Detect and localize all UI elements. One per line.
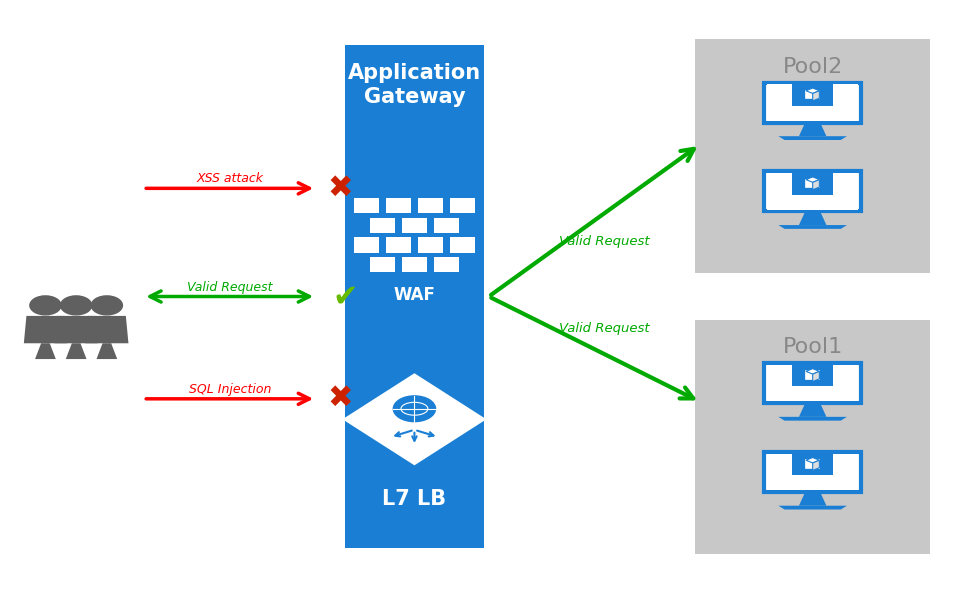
FancyBboxPatch shape: [450, 198, 474, 213]
FancyBboxPatch shape: [793, 81, 832, 106]
FancyBboxPatch shape: [793, 170, 832, 195]
Polygon shape: [66, 343, 86, 359]
FancyBboxPatch shape: [418, 237, 442, 253]
Text: ✖: ✖: [327, 384, 352, 413]
Text: Application
Gateway: Application Gateway: [348, 63, 481, 107]
Polygon shape: [799, 211, 827, 225]
Polygon shape: [806, 369, 819, 374]
Polygon shape: [799, 123, 827, 136]
Polygon shape: [24, 316, 67, 343]
FancyBboxPatch shape: [806, 460, 819, 468]
FancyBboxPatch shape: [768, 84, 859, 121]
Text: Valid Request: Valid Request: [187, 280, 272, 294]
Polygon shape: [778, 506, 847, 509]
Text: ✔: ✔: [332, 282, 357, 311]
Polygon shape: [97, 343, 117, 359]
Polygon shape: [813, 180, 819, 190]
FancyBboxPatch shape: [765, 171, 861, 211]
FancyBboxPatch shape: [765, 364, 861, 403]
Polygon shape: [813, 371, 819, 381]
Polygon shape: [806, 458, 819, 463]
FancyBboxPatch shape: [435, 218, 459, 233]
Polygon shape: [778, 136, 847, 140]
Text: WAF: WAF: [393, 286, 436, 304]
FancyBboxPatch shape: [768, 454, 859, 490]
FancyBboxPatch shape: [345, 45, 484, 548]
Polygon shape: [343, 373, 486, 466]
FancyBboxPatch shape: [765, 82, 861, 123]
FancyBboxPatch shape: [768, 173, 859, 210]
FancyBboxPatch shape: [806, 180, 819, 187]
Polygon shape: [806, 177, 819, 182]
Polygon shape: [778, 225, 847, 229]
Polygon shape: [799, 403, 827, 417]
FancyBboxPatch shape: [371, 218, 395, 233]
FancyBboxPatch shape: [371, 257, 395, 272]
Text: SQL Injection: SQL Injection: [189, 383, 271, 396]
Polygon shape: [806, 88, 819, 94]
FancyBboxPatch shape: [354, 198, 378, 213]
Polygon shape: [813, 460, 819, 470]
Text: ✖: ✖: [327, 174, 352, 203]
Text: Valid Request: Valid Request: [559, 321, 650, 334]
FancyBboxPatch shape: [765, 452, 861, 492]
Text: Pool2: Pool2: [782, 57, 843, 76]
Polygon shape: [35, 343, 56, 359]
FancyBboxPatch shape: [806, 91, 819, 98]
Polygon shape: [813, 91, 819, 101]
Circle shape: [91, 296, 122, 315]
Circle shape: [61, 296, 92, 315]
FancyBboxPatch shape: [403, 257, 427, 272]
FancyBboxPatch shape: [418, 198, 442, 213]
Text: XSS attack: XSS attack: [197, 173, 263, 186]
Polygon shape: [85, 316, 129, 343]
FancyBboxPatch shape: [386, 237, 410, 253]
Text: Valid Request: Valid Request: [559, 235, 650, 248]
FancyBboxPatch shape: [793, 451, 832, 476]
Polygon shape: [54, 316, 98, 343]
FancyBboxPatch shape: [695, 320, 930, 554]
FancyBboxPatch shape: [450, 237, 474, 253]
FancyBboxPatch shape: [806, 371, 819, 379]
FancyBboxPatch shape: [768, 365, 859, 401]
Circle shape: [393, 396, 436, 422]
FancyBboxPatch shape: [435, 257, 459, 272]
Polygon shape: [799, 492, 827, 506]
FancyBboxPatch shape: [793, 362, 832, 387]
Text: L7 LB: L7 LB: [382, 489, 446, 509]
Circle shape: [30, 296, 61, 315]
FancyBboxPatch shape: [403, 218, 427, 233]
FancyBboxPatch shape: [354, 237, 378, 253]
Text: Pool1: Pool1: [782, 337, 843, 358]
Polygon shape: [778, 417, 847, 420]
FancyBboxPatch shape: [386, 198, 410, 213]
FancyBboxPatch shape: [695, 39, 930, 273]
